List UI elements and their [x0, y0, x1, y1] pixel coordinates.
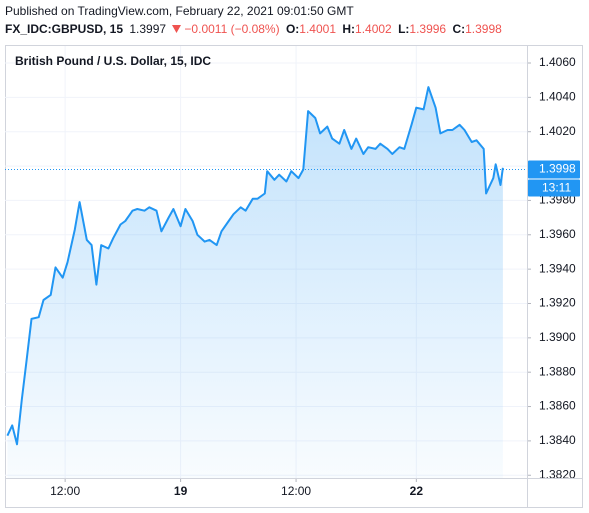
open-value: 1.4001 — [299, 22, 336, 36]
down-arrow — [172, 25, 182, 33]
last-price-tag — [528, 160, 580, 179]
x-tick-label: 19 — [174, 484, 188, 498]
high-label: H: — [342, 22, 356, 36]
symbol: FX_IDC:GBPUSD, 15 — [5, 22, 124, 36]
y-tick-label: 1.3920 — [539, 296, 576, 310]
chart-frame — [5, 45, 583, 508]
countdown-tag — [528, 179, 580, 197]
chart-title: British Pound / U.S. Dollar, 15, IDC — [15, 54, 211, 68]
symbol-line: FX_IDC:GBPUSD, 15 1.3997 −0.0011 (−0.08%… — [5, 22, 505, 36]
price-line — [6, 86, 504, 446]
area-fill — [7, 87, 503, 478]
y-tick-label: 1.3820 — [539, 467, 576, 481]
y-tick-label: 1.3880 — [539, 364, 576, 378]
x-tick-label: 12:00 — [281, 484, 311, 498]
countdown-label: 13:11 — [542, 181, 571, 195]
y-tick-label: 1.3900 — [539, 330, 576, 344]
y-tick-label: 1.3860 — [539, 399, 576, 413]
close-value: 1.3998 — [465, 22, 502, 36]
high-value: 1.4002 — [355, 22, 392, 36]
y-tick-label: 1.4020 — [539, 124, 576, 138]
change: −0.0011 (−0.08%) — [184, 22, 280, 36]
published-line: Published on TradingView.com, February 2… — [5, 4, 354, 18]
open-label: O: — [285, 22, 300, 36]
low-value: 1.3996 — [409, 22, 447, 36]
y-tick-label: 1.4060 — [539, 55, 576, 69]
low-label: L: — [398, 22, 410, 36]
x-tick-label: 22 — [410, 484, 424, 498]
y-tick-label: 1.4040 — [539, 90, 576, 104]
y-tick-label: 1.3940 — [539, 261, 576, 275]
close-label: C: — [452, 22, 466, 36]
y-tick-label: 1.3960 — [539, 227, 576, 241]
close: 1.3997 — [129, 22, 167, 36]
x-tick-label: 12:00 — [50, 484, 80, 498]
last-price-label: 1.3998 — [539, 162, 576, 176]
y-tick-label: 1.3840 — [539, 433, 576, 447]
